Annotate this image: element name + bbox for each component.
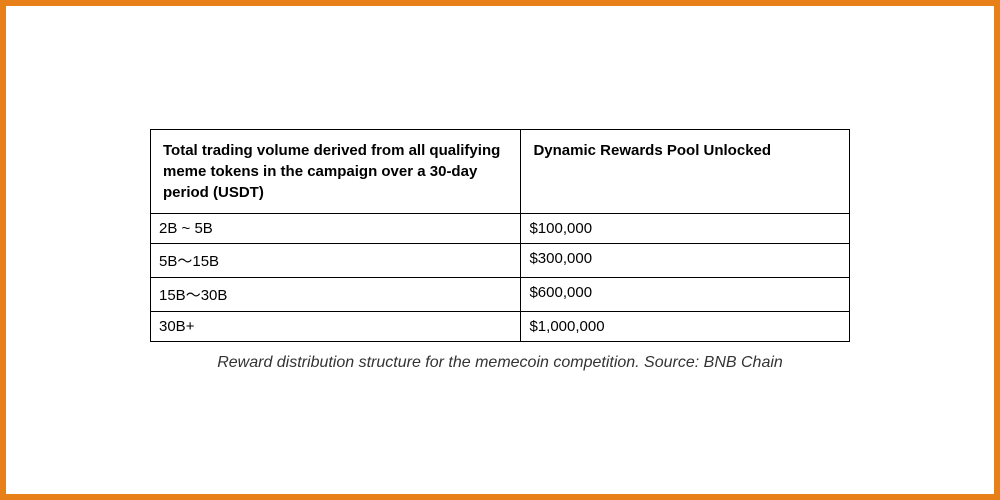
cell-reward-amount: $300,000 [521,243,850,277]
header-rewards-pool: Dynamic Rewards Pool Unlocked [521,129,850,213]
table-header-row: Total trading volume derived from all qu… [151,129,850,213]
cell-volume-tier: 5B～15B [151,243,521,277]
table-row: 15B～30B $600,000 [151,277,850,311]
cell-volume-tier: 15B～30B [151,277,521,311]
cell-reward-amount: $100,000 [521,213,850,243]
cell-volume-tier: 30B+ [151,311,521,341]
table-caption: Reward distribution structure for the me… [217,354,783,372]
table-row: 30B+ $1,000,000 [151,311,850,341]
header-trading-volume: Total trading volume derived from all qu… [151,129,521,213]
table-row: 2B ~ 5B $100,000 [151,213,850,243]
rewards-table: Total trading volume derived from all qu… [150,129,850,342]
cell-reward-amount: $1,000,000 [521,311,850,341]
cell-volume-tier: 2B ~ 5B [151,213,521,243]
table-row: 5B～15B $300,000 [151,243,850,277]
rewards-table-container: Total trading volume derived from all qu… [150,129,850,342]
cell-reward-amount: $600,000 [521,277,850,311]
